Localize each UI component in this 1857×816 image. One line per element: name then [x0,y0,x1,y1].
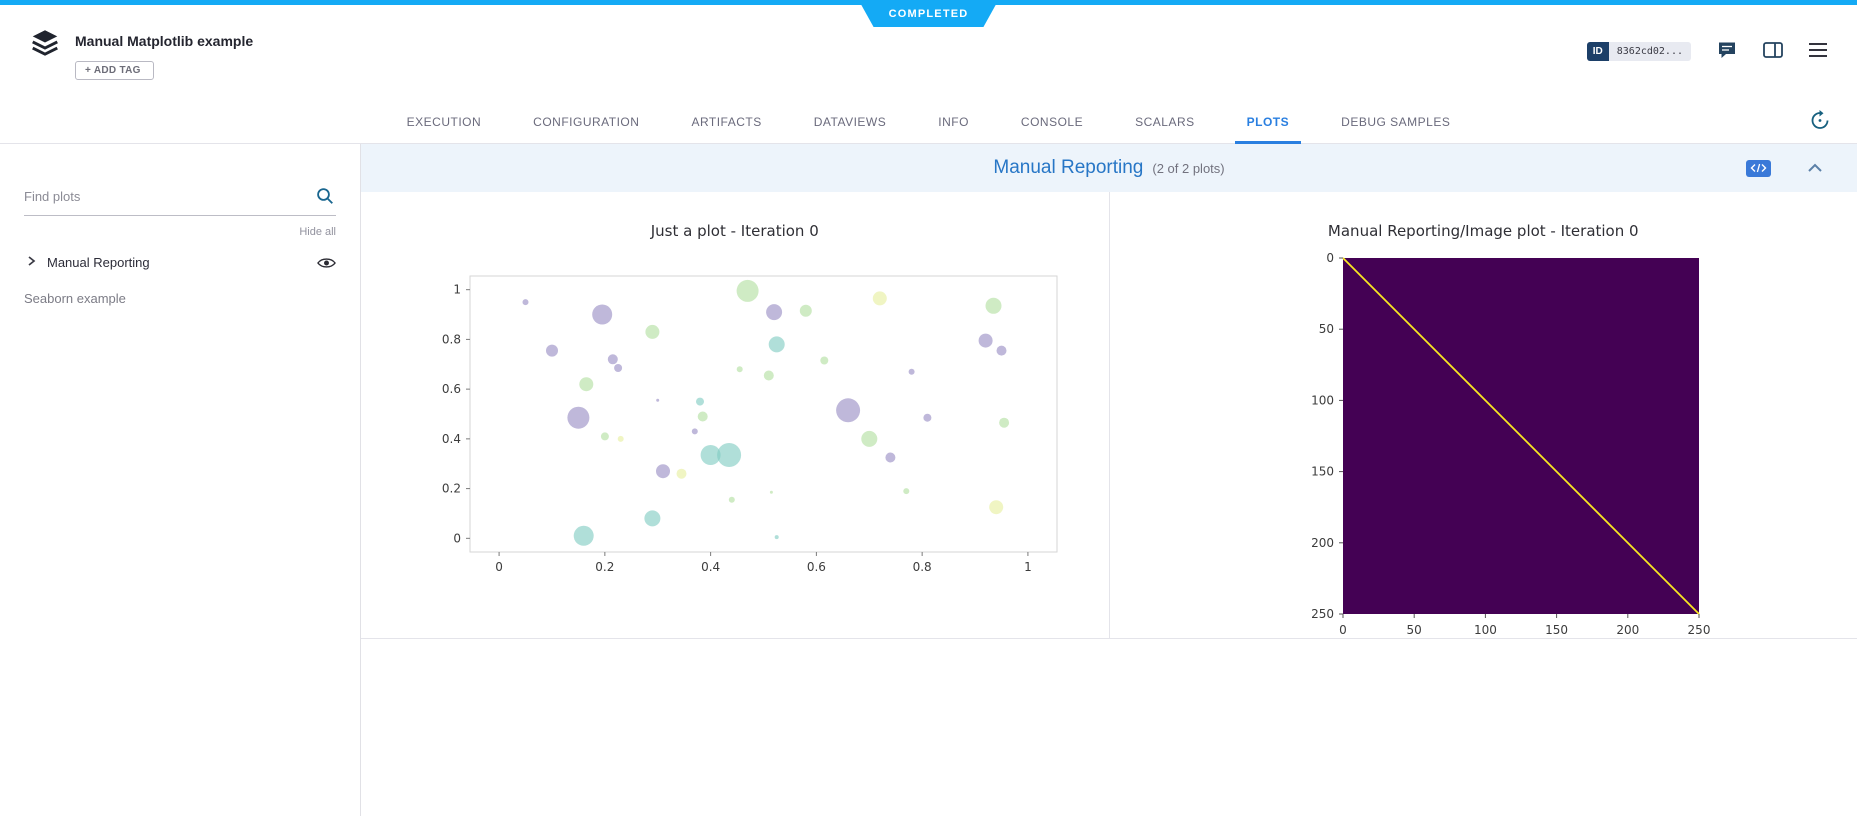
title-block: Manual Matplotlib example + ADD TAG [75,29,253,101]
svg-text:0: 0 [1327,251,1335,265]
scatter-plot[interactable]: 0 0.2 0.4 0.6 0.8 1 0 0.2 0.4 0.6 0.8 1 [385,262,1085,592]
tab-plots[interactable]: PLOTS [1221,101,1316,144]
tab-dataviews[interactable]: DATAVIEWS [813,115,887,129]
svg-text:0.2: 0.2 [442,482,461,496]
comments-button[interactable] [1717,41,1737,62]
svg-text:0.8: 0.8 [912,560,931,574]
visibility-eye-icon[interactable] [317,257,336,269]
svg-text:0.8: 0.8 [442,332,461,346]
header-left: Manual Matplotlib example + ADD TAG [30,5,253,101]
svg-text:250: 250 [1688,623,1711,637]
tab-bar: EXECUTION CONFIGURATION ARTIFACTS DATAVI… [0,101,1857,144]
tab-debug-samples[interactable]: DEBUG SAMPLES [1341,115,1451,129]
tab-configuration[interactable]: CONFIGURATION [533,115,640,129]
chevron-up-icon [1807,161,1823,176]
search-input[interactable] [24,189,324,204]
refresh-icon [1809,110,1831,135]
auto-refresh-button[interactable] [1809,110,1831,135]
svg-text:200: 200 [1311,536,1334,550]
svg-text:150: 150 [1311,465,1334,479]
comment-icon [1717,41,1737,62]
svg-text:0.2: 0.2 [595,560,614,574]
id-value: 8362cd02... [1608,41,1691,61]
code-icon [1750,161,1767,176]
svg-text:100: 100 [1474,623,1497,637]
search-icon [316,187,334,210]
details-panel-button[interactable] [1763,41,1783,61]
chevron-right-icon [24,254,38,271]
image-plot[interactable]: 0 50 100 150 200 250 0 50 100 150 200 250 [1223,250,1743,638]
tab-execution[interactable]: EXECUTION [406,115,482,129]
app-logo-icon [30,29,60,101]
svg-text:0.4: 0.4 [442,432,461,446]
experiment-id-chip[interactable]: ID 8362cd02... [1586,41,1691,61]
sidebar-group-manual-reporting[interactable]: Manual Reporting [24,254,336,271]
tab-console[interactable]: CONSOLE [1020,115,1084,129]
svg-text:100: 100 [1311,393,1334,407]
id-badge: ID [1586,41,1609,61]
tab-scalars[interactable]: SCALARS [1135,115,1195,129]
group-title: Manual Reporting [993,157,1144,178]
svg-text:0.6: 0.6 [442,382,461,396]
menu-button[interactable] [1809,42,1827,60]
group-title-wrap: Manual Reporting (2 of 2 plots) [993,157,1224,179]
svg-text:250: 250 [1311,607,1334,621]
svg-text:0.6: 0.6 [807,560,826,574]
sidebar-group-label: Manual Reporting [47,255,150,270]
add-tag-button[interactable]: + ADD TAG [75,61,154,80]
plot-group-header: Manual Reporting (2 of 2 plots) [361,144,1857,192]
group-plot-count: (2 of 2 plots) [1152,161,1225,176]
experiment-title: Manual Matplotlib example [75,33,254,49]
content-area: Hide all Manual Reporting Seaborn exampl… [0,144,1857,816]
svg-text:0: 0 [1339,623,1347,637]
status-label: COMPLETED [888,7,969,20]
svg-text:50: 50 [1407,623,1422,637]
plots-sidebar: Hide all Manual Reporting Seaborn exampl… [0,144,361,816]
header-right: ID 8362cd02... [1586,5,1827,67]
embed-code-button[interactable] [1746,159,1771,177]
collapse-group-button[interactable] [1807,161,1823,176]
svg-text:1: 1 [1024,560,1032,574]
plot-panel-scatter[interactable]: Just a plot - Iteration 0 0 0.2 0.4 0.6 0.8 1… [361,192,1109,638]
svg-text:0.4: 0.4 [701,560,720,574]
status-badge: COMPLETED [859,0,999,27]
svg-text:1: 1 [453,283,461,297]
svg-text:0: 0 [453,531,461,545]
sidebar-item-seaborn-example[interactable]: Seaborn example [24,291,126,306]
columns-layout-icon [1763,41,1783,61]
tab-artifacts[interactable]: ARTIFACTS [691,115,762,129]
group-actions [1746,159,1823,177]
hamburger-icon [1809,42,1827,60]
svg-text:150: 150 [1545,623,1568,637]
hide-all-link[interactable]: Hide all [299,226,336,238]
plot-title: Manual Reporting/Image plot - Iteration … [1327,222,1639,240]
plots-row: Just a plot - Iteration 0 0 0.2 0.4 0.6 0.8 1… [361,192,1857,639]
svg-text:200: 200 [1617,623,1640,637]
experiment-header: Manual Matplotlib example + ADD TAG ID 8… [0,5,1857,101]
svg-text:50: 50 [1319,322,1334,336]
plots-main: Manual Reporting (2 of 2 plots) [361,144,1857,816]
search-row [24,188,336,216]
tab-info[interactable]: INFO [938,115,969,129]
svg-text:0: 0 [495,560,503,574]
plot-title: Just a plot - Iteration 0 [650,222,819,240]
plot-panel-image[interactable]: Manual Reporting/Image plot - Iteration … [1108,192,1857,638]
